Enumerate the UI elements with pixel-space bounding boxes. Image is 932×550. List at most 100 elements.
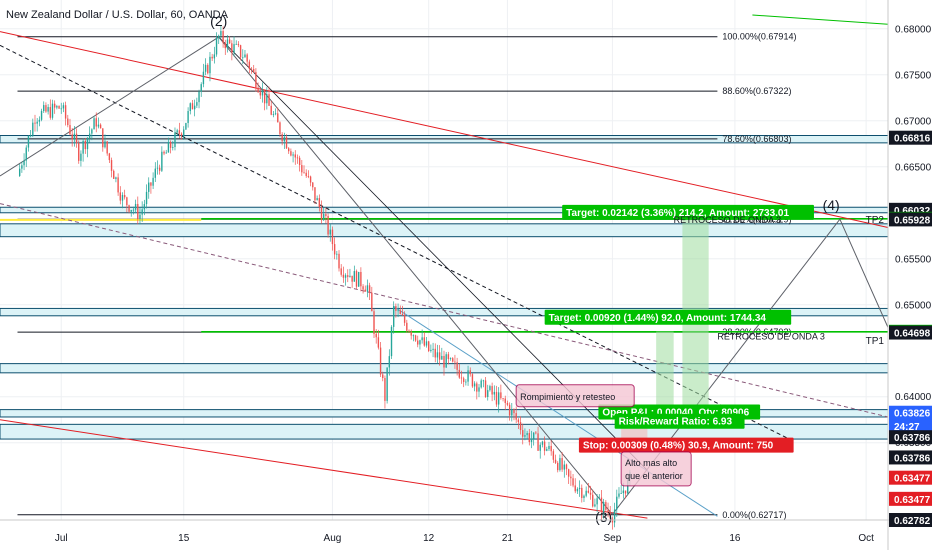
price-badge-bg [889,513,932,527]
candle-body [259,92,261,96]
candle-body [161,151,163,171]
candle-body [355,271,358,287]
candle-body [215,38,218,55]
candle-body [524,435,526,437]
candle-body [449,358,452,359]
candle-body [386,367,388,401]
candle-body [222,31,224,44]
long-target-box-2 [656,331,674,414]
candle-body [231,43,233,53]
candle-body [543,441,546,451]
candle-body [382,374,384,379]
candle-body [187,111,189,124]
candle-body [622,490,625,494]
candle-body [561,458,563,470]
candle-body [473,383,476,387]
candle-body [349,275,351,277]
candle-body [156,167,159,169]
candle-body [305,172,307,177]
candle-body [504,398,506,404]
candle-body [340,268,342,275]
candle-body [325,214,327,216]
candle-body [333,244,336,255]
candle-body [218,35,220,39]
x-tick-label: 21 [502,533,514,544]
candle-body [27,135,30,148]
candle-body [298,157,301,166]
candle-body [183,129,185,136]
candle-body [123,195,126,198]
candle-body [152,177,154,186]
price-badges: 0.668160.660320.659340.659280.647060.646… [889,130,932,527]
candle-body [178,130,181,134]
price-axis[interactable]: 0.68000 0.67500 0.67000 0.66500 0.65500 0.650… [887,0,932,550]
price-badge: 0.65928 [894,215,931,226]
candle-body [141,209,143,215]
candle-body [497,392,500,405]
candle-body [272,114,275,115]
retroceso-label-2: RETROCESO DE ONDA 3 [717,332,825,342]
x-tick-label: 15 [178,533,190,544]
candle-body [502,398,504,399]
elliott-wave-path [0,36,932,516]
candle-body [406,322,408,331]
target1-label-bg [562,204,814,220]
candle-body [314,187,316,201]
wave-2-label: (2) [210,13,227,29]
candle-body [67,118,69,126]
candle-body [250,68,253,70]
candle-body [165,152,167,154]
candle-body [537,433,539,451]
candle-body [47,107,49,112]
candle-body [193,105,196,110]
candle-body [412,335,415,337]
candle-body [480,380,482,388]
candle-body [266,94,268,104]
candle-body [535,432,537,434]
time-axis[interactable]: Jul 15 Aug 12 21 Sep 16 Oct [0,519,932,544]
candle-body [174,132,176,148]
candle-body [115,177,117,179]
candle-body [465,381,467,383]
channel-upper-red [0,31,889,228]
candle-body [23,160,25,166]
candle-body [594,504,596,507]
candle-body [283,137,286,142]
candle-body [458,369,461,378]
candle-body [550,445,552,452]
candle-body [519,422,522,431]
candle-body [56,105,58,108]
candle-body [371,292,373,312]
candle-body [397,310,399,312]
candle-body [460,377,463,379]
candle-body [563,464,565,470]
candle-body [207,64,209,74]
candle-body [25,147,27,161]
candle-body [150,182,152,186]
candle-body [576,488,579,492]
candle-body [93,118,95,130]
candle-body [530,438,533,443]
candle-body [285,137,288,149]
candle-body [484,380,487,397]
candle-body [366,285,369,292]
candle-body [73,133,76,140]
candle-body [441,355,443,360]
rr-label: Risk/Reward Ratio: 6.93 [619,417,733,428]
candle-body [532,432,535,439]
tp2-label: TP2 [866,215,885,226]
y-tick-label: 0.68000 [895,24,932,35]
candle-body [211,56,213,59]
retroceso-label-1: RETROCESO DE ONDA 3 [674,215,782,225]
candle-body [482,380,485,382]
candle-body [318,198,321,208]
candle-body [145,191,148,205]
candle-body [49,107,52,118]
candles [18,25,631,530]
x-tick-label: Jul [55,533,68,544]
candle-body [377,337,380,348]
candle-body [583,495,585,499]
channel-lower-red [0,419,648,519]
wave-3-label: (3) [595,509,612,525]
